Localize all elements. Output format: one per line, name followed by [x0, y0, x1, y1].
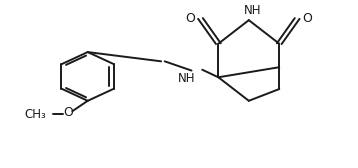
Text: CH₃: CH₃	[25, 108, 47, 121]
Text: O: O	[302, 12, 312, 25]
Text: NH: NH	[245, 4, 262, 17]
Text: O: O	[63, 106, 73, 119]
Text: NH: NH	[178, 72, 195, 86]
Text: O: O	[185, 12, 195, 25]
